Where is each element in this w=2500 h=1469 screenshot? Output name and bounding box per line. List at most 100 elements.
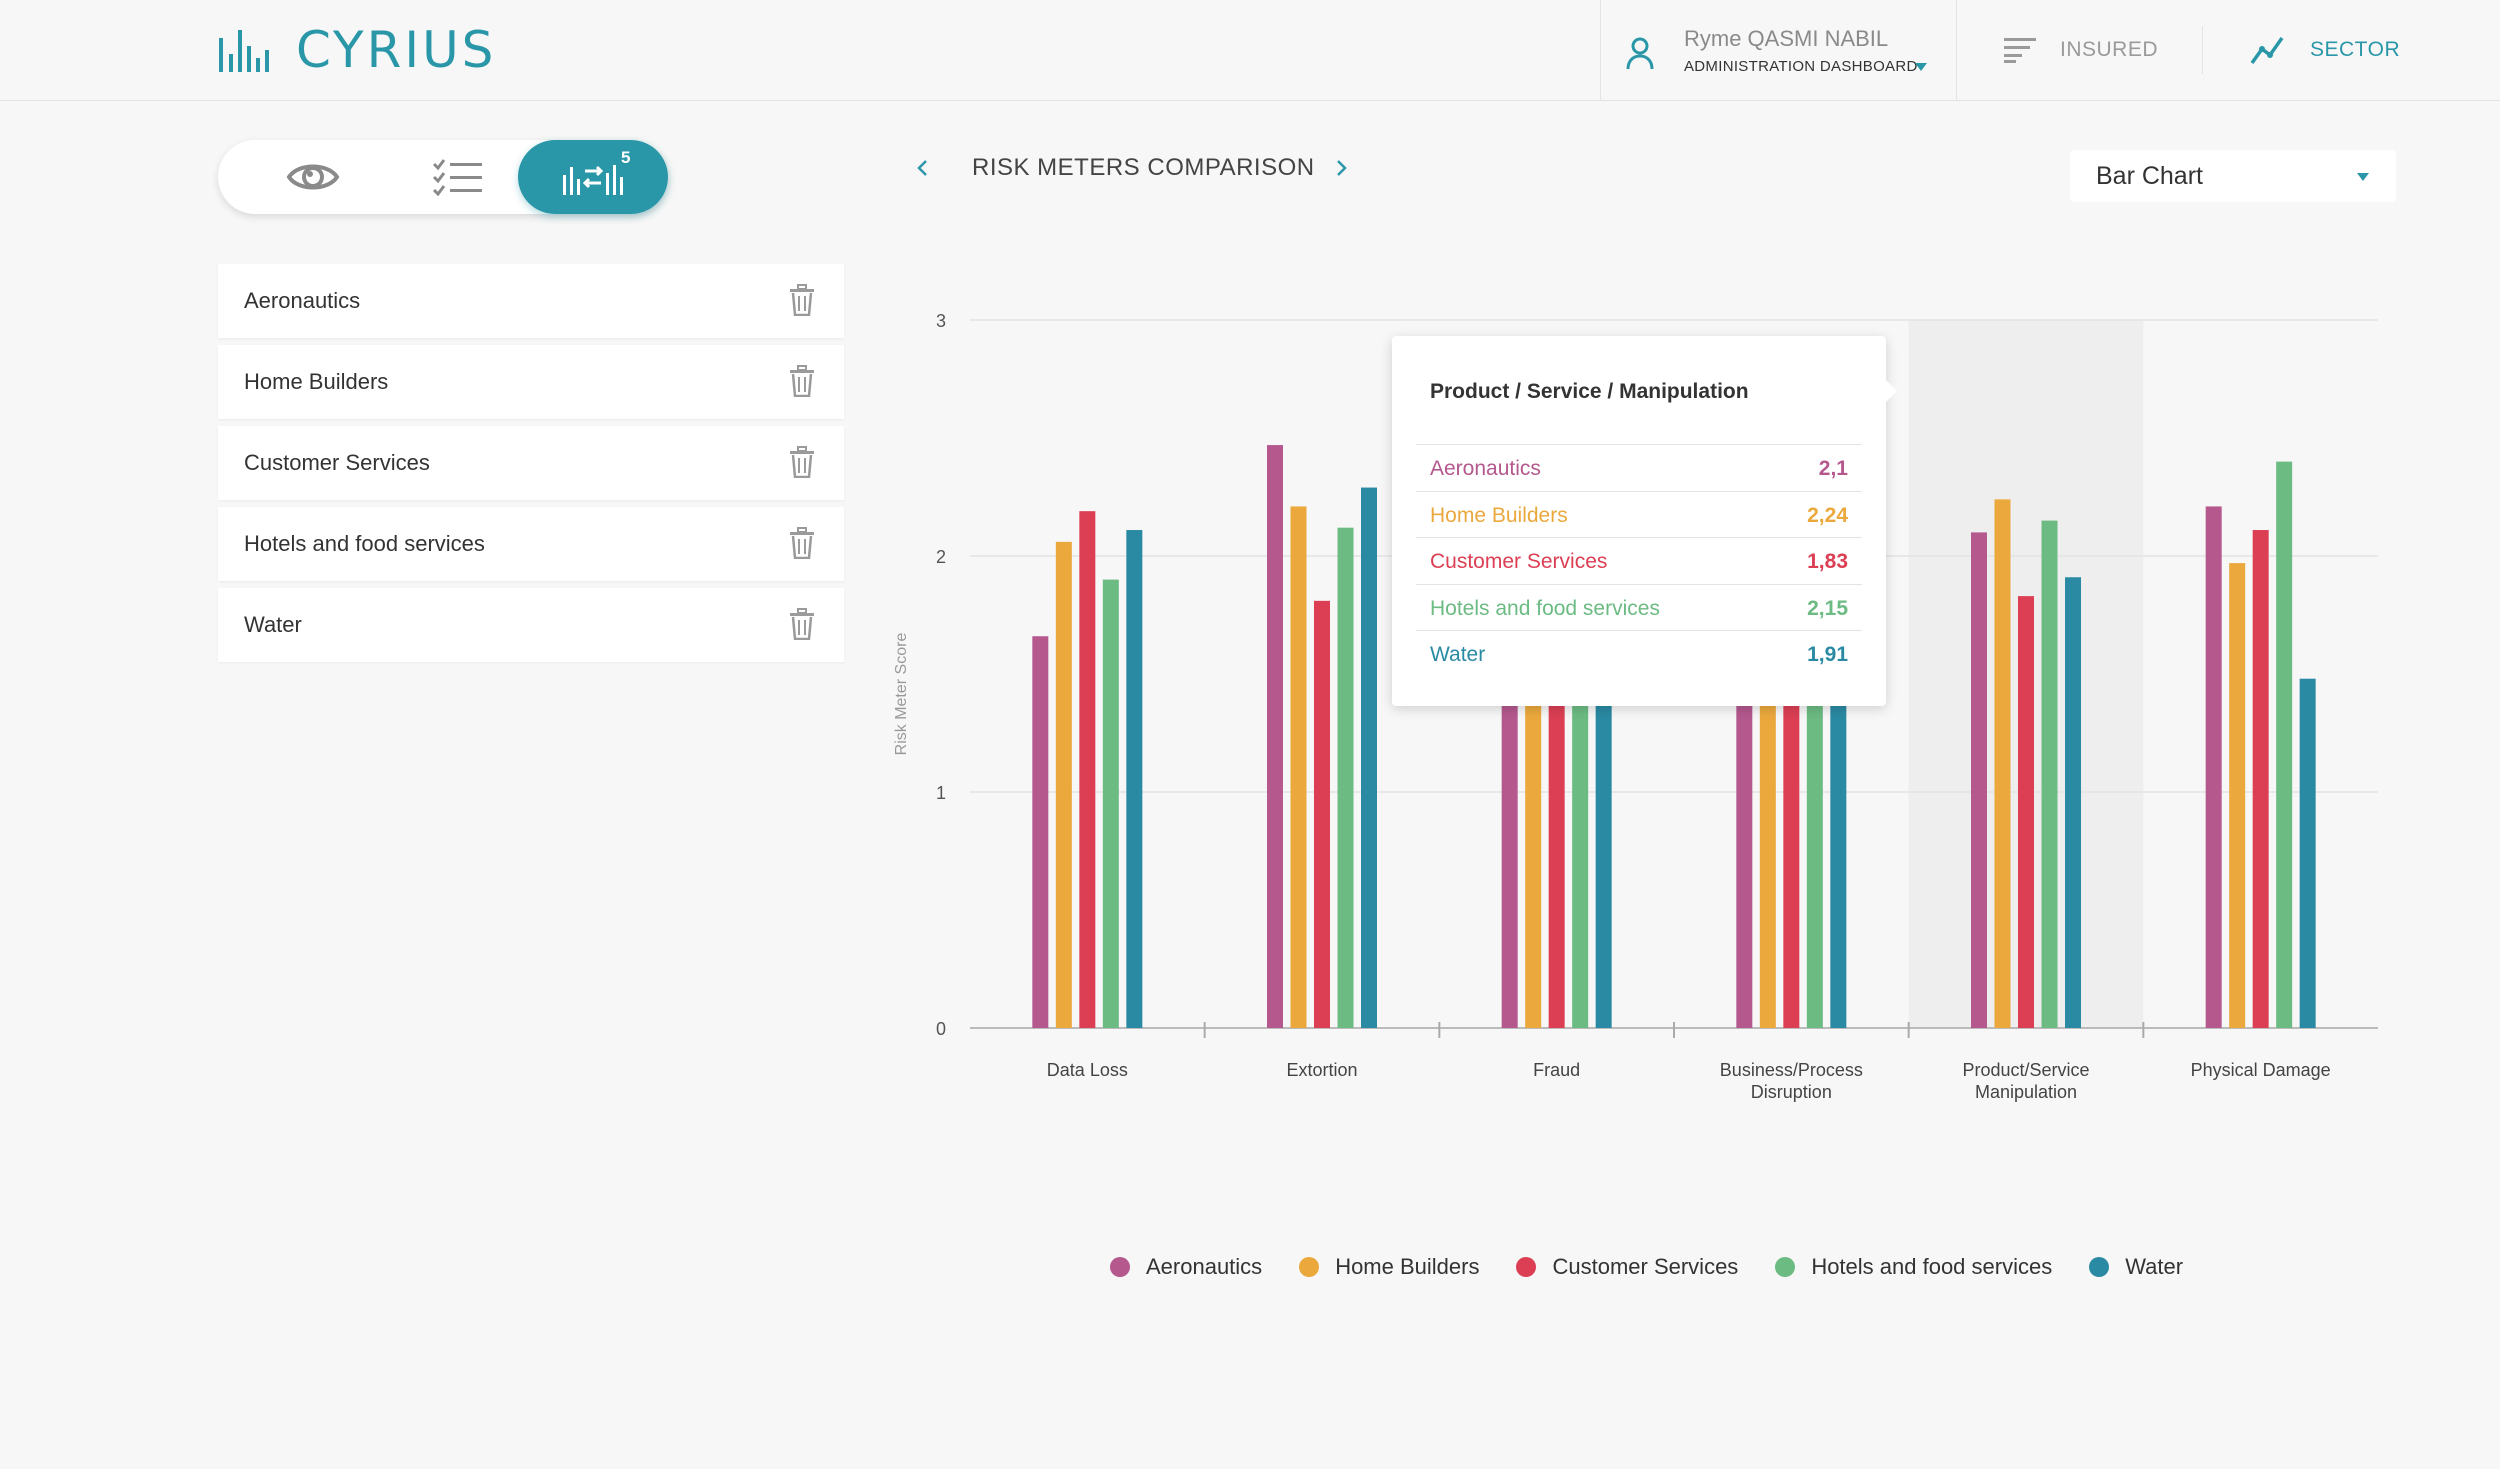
sector-name: Home Builders [244,369,389,394]
tooltip-series-value: 1,83 [1807,550,1848,573]
y-tick-label: 2 [936,547,946,567]
nav-sector[interactable]: SECTOR [2250,30,2400,70]
tooltip-series-name: Aeronautics [1430,457,1541,480]
bar [1102,579,1119,1028]
chart-type-value: Bar Chart [2096,162,2203,190]
app-logo[interactable]: CYRIUS [218,21,497,79]
tooltip-arrow [1884,378,1897,404]
list-lines-icon [2004,38,2036,63]
trash-icon[interactable] [788,527,816,559]
trend-line-icon [2250,36,2284,65]
bar [2229,563,2246,1028]
compare-mode-button[interactable]: 5 [518,140,668,214]
sector-name: Hotels and food services [244,531,485,556]
bar [2041,520,2058,1028]
sector-item[interactable]: Aeronautics [218,264,844,338]
eye-icon [286,164,340,190]
tooltip-row: Water 1,91 [1416,630,1862,677]
bar [1971,532,1987,1028]
bar [1361,487,1377,1028]
trash-icon[interactable] [788,446,816,478]
legend-swatch [1516,1257,1537,1277]
logo-bars-icon [219,30,269,72]
checklist-icon [432,159,482,196]
legend-item[interactable]: Home Builders [1299,1254,1479,1280]
x-tick-label: Extortion [1286,1060,1357,1080]
view-mode-toggle: 5 [218,140,668,214]
tooltip-series-name: Customer Services [1430,550,1608,573]
nav-insured-label: INSURED [2060,38,2159,61]
sector-name: Customer Services [244,450,430,475]
chevron-right-icon[interactable] [1330,156,1352,180]
x-tick-label: Fraud [1533,1060,1580,1080]
bar [1267,445,1283,1029]
compare-count-badge: 5 [621,148,631,167]
sector-list: Aeronautics Home Builders Customer Servi… [218,264,844,669]
y-axis-label: Risk Meter Score [893,633,910,756]
app-header: CYRIUS Ryme QASMI NABIL ADMINISTRATION D… [0,0,2500,101]
x-tick-label: Business/Process Disruption [1720,1060,1863,1102]
legend-label: Aeronautics [1146,1254,1263,1279]
legend-item[interactable]: Water [2089,1254,2183,1280]
logo-text: CYRIUS [296,21,497,79]
legend-item[interactable]: Hotels and food services [1775,1254,2052,1280]
header-divider [1956,0,1957,100]
tooltip-series-name: Home Builders [1430,504,1568,527]
chart-tooltip: Product / Service / Manipulation Aeronau… [1392,336,1886,706]
caret-down-icon [2357,173,2369,181]
bar [1055,541,1072,1028]
legend-swatch [1110,1257,1130,1277]
bar [1079,511,1096,1028]
trash-icon[interactable] [788,608,816,640]
y-tick-label: 1 [936,783,946,803]
tooltip-row: Aeronautics 2,1 [1416,444,1862,491]
legend-item[interactable]: Aeronautics [1110,1254,1262,1280]
legend-item[interactable]: Customer Services [1516,1254,1738,1280]
checklist-mode-button[interactable] [398,140,518,214]
user-name: Ryme QASMI NABIL [1684,26,1889,51]
sector-item[interactable]: Hotels and food services [218,507,844,581]
tooltip-title: Product / Service / Manipulation [1430,380,1749,403]
bar [1337,527,1354,1028]
bar [1032,636,1049,1028]
chart-type-select[interactable]: Bar Chart [2070,150,2396,202]
legend-label: Water [2125,1254,2184,1279]
y-tick-label: 3 [936,311,946,331]
sector-item[interactable]: Water [218,588,844,662]
bar [2018,596,2034,1028]
tooltip-series-name: Hotels and food services [1430,597,1660,620]
user-role: ADMINISTRATION DASHBOARD [1684,58,1918,75]
x-tick-label: Product/Service Manipulation [1962,1060,2089,1102]
sector-item[interactable]: Home Builders [218,345,844,419]
bar [1290,506,1307,1028]
x-tick-label: Physical Damage [2191,1060,2331,1080]
bar [2252,530,2269,1028]
bar [2299,678,2316,1028]
tooltip-row: Customer Services 1,83 [1416,537,1862,584]
legend-label: Hotels and food services [1811,1254,2053,1279]
chevron-left-icon[interactable] [912,156,934,180]
bar [1314,600,1330,1028]
chart-title: RISK METERS COMPARISON [972,154,1315,181]
view-mode-button[interactable] [258,140,368,214]
legend-swatch [1299,1257,1320,1277]
nav-sector-label: SECTOR [2310,38,2401,61]
header-divider [1600,0,1601,100]
header-divider [2202,26,2203,74]
trash-icon[interactable] [788,284,816,316]
user-icon [1626,37,1654,70]
caret-down-icon [1915,63,1927,71]
tooltip-series-value: 2,1 [1818,457,1848,480]
x-tick-label: Data Loss [1047,1060,1128,1080]
sector-item[interactable]: Customer Services [218,426,844,500]
compare-bars-icon [563,165,623,195]
tooltip-row: Hotels and food services 2,15 [1416,584,1862,631]
bar [2205,506,2222,1028]
trash-icon[interactable] [788,365,816,397]
bar [1126,530,1143,1028]
nav-insured[interactable]: INSURED [2004,30,2158,70]
tooltip-series-value: 1,91 [1807,643,1848,666]
chart-legend: Aeronautics Home Builders Customer Servi… [1110,1250,2220,1284]
legend-swatch [2089,1257,2110,1277]
